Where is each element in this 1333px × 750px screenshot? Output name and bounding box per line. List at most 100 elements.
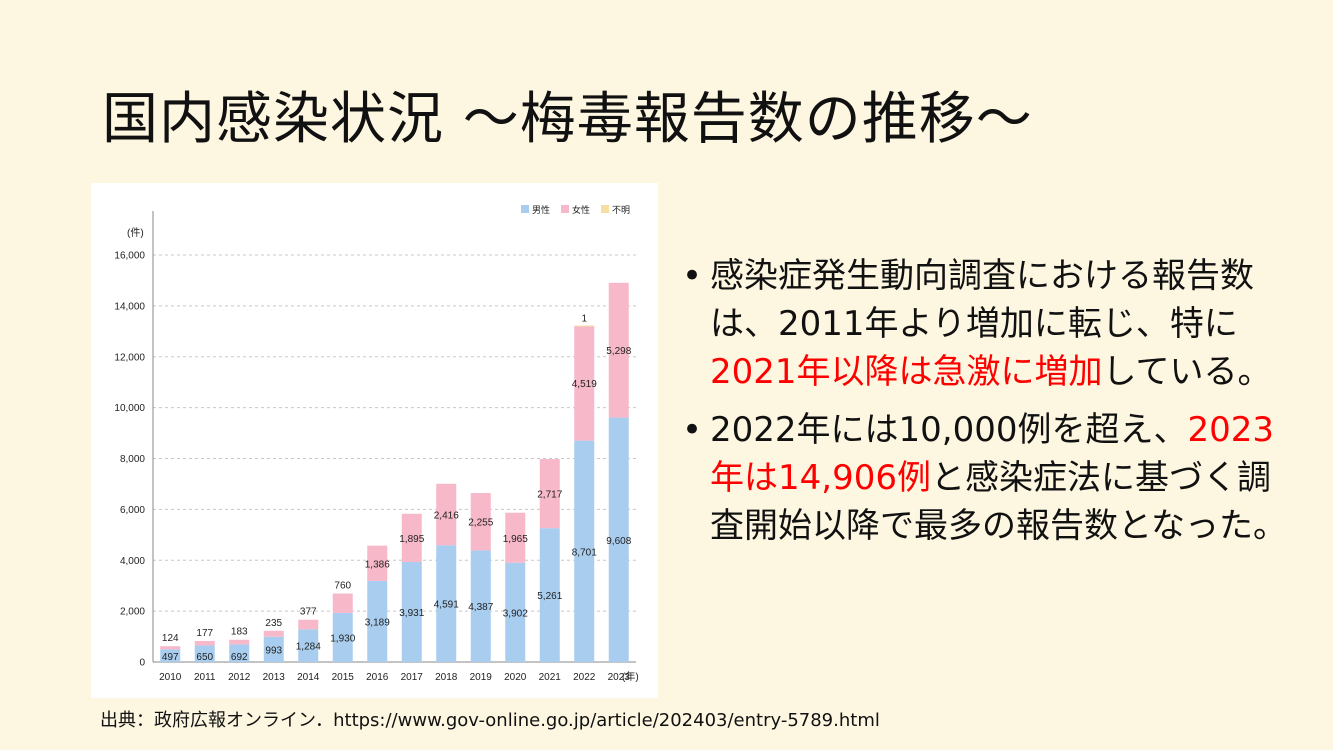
data-label-male: 8,701 <box>572 547 597 558</box>
bar-segment <box>470 550 491 662</box>
bar-segment <box>160 649 181 662</box>
bullet-segment: 2022年には10,000例を超え、 <box>710 410 1188 450</box>
bar-segment <box>608 282 629 418</box>
data-label-female: 1,386 <box>365 559 390 570</box>
data-label-male: 1,930 <box>330 633 355 644</box>
data-label-female: 183 <box>231 627 248 638</box>
bullet-segment: している。 <box>1102 352 1272 392</box>
data-label-male: 993 <box>265 645 282 656</box>
chart-svg: 0 2,000 4,000 6,000 8,000 10,000 12,000 14,000 1… <box>114 204 639 683</box>
bar-segment <box>505 562 526 662</box>
x-unit-label: (年) <box>622 670 639 683</box>
data-label-female: 377 <box>300 607 317 618</box>
bar-segment <box>539 528 560 662</box>
bar-segment <box>367 580 388 662</box>
page-title: 国内感染状況 ～梅毒報告数の推移～ <box>102 87 1033 152</box>
x-tick-label: 2018 <box>435 672 458 683</box>
data-label-female: 2,416 <box>434 510 459 521</box>
x-tick-label: 2020 <box>504 672 527 683</box>
x-tick-label: 2022 <box>573 672 596 683</box>
legend-swatch <box>521 205 529 213</box>
data-label-male: 4,387 <box>468 602 493 613</box>
bar-segment <box>539 459 560 529</box>
bullet-text: 2022年には10,000例を超え、2023年は14,906例と感染症法に基づく… <box>710 406 1302 550</box>
data-label-female: 2,717 <box>537 490 562 501</box>
data-label-female: 1,965 <box>503 534 528 545</box>
x-tick-label: 2015 <box>332 672 355 683</box>
bar-segment <box>332 612 353 662</box>
data-label-male: 9,608 <box>606 536 631 547</box>
data-label-male: 692 <box>231 652 248 663</box>
legend-label: 女性 <box>572 204 590 215</box>
y-tick-label: 4,000 <box>120 556 145 567</box>
bar-segment <box>470 493 491 551</box>
bar-segment <box>401 562 422 662</box>
y-tick-label: 8,000 <box>120 454 145 465</box>
legend-label: 不明 <box>612 205 630 215</box>
source-citation: 出典：政府広報オンライン．https://www.gov-online.go.j… <box>100 710 880 731</box>
data-label-male: 3,931 <box>399 608 424 619</box>
bar-segment <box>436 483 457 546</box>
y-tick-label: 14,000 <box>114 301 145 312</box>
data-label-female: 235 <box>265 618 282 629</box>
data-label-female: 2,255 <box>468 518 493 529</box>
bar-segment <box>160 646 181 650</box>
x-tick-label: 2014 <box>297 672 320 683</box>
bullet-symbol: • <box>682 410 703 450</box>
legend-swatch <box>601 205 609 213</box>
y-tick-label: 16,000 <box>114 251 145 262</box>
bullet-text: 感染症発生動向調査における報告数は、2011年より増加に転じ、特に 2021年以降… <box>710 252 1302 396</box>
data-label-male: 3,189 <box>365 617 390 628</box>
syphilis-report-chart: 0 2,000 4,000 6,000 8,000 10,000 12,000 14,000 1… <box>91 183 658 698</box>
data-label-female: 5,298 <box>606 346 631 357</box>
x-tick-label: 2010 <box>159 672 182 683</box>
bar-segment <box>263 630 284 637</box>
y-unit-label: (件) <box>127 227 144 239</box>
x-tick-label: 2016 <box>366 672 389 683</box>
x-tick-label: 2017 <box>401 672 424 683</box>
bar-segment <box>298 629 319 662</box>
y-tick-label: 2,000 <box>120 607 145 618</box>
x-tick-label: 2012 <box>228 672 251 683</box>
data-label-female: 4,519 <box>572 379 597 390</box>
bar-segment <box>436 545 457 662</box>
bar-segment <box>194 640 215 646</box>
bar-segment <box>194 645 215 662</box>
bar-segment <box>263 636 284 662</box>
bar-segment <box>367 545 388 581</box>
data-label-female: 177 <box>196 628 213 639</box>
bullet-highlight: 2021年以降は急激に増加 <box>710 352 1103 392</box>
bar-segment <box>229 644 250 662</box>
bar-segment <box>574 325 595 441</box>
y-tick-label: 12,000 <box>114 352 145 363</box>
bullet-segment: 感染症発生動向調査における報告数は、2011年より増加に転じ、特に <box>710 256 1254 344</box>
data-label-female: 760 <box>334 581 351 592</box>
bullet-list: • 感染症発生動向調査における報告数は、2011年より増加に転じ、特に 2021年… <box>682 252 1302 560</box>
data-label-male: 3,902 <box>503 608 528 619</box>
bullet-highlight: 2023年は14,906例 <box>710 410 1275 498</box>
bullet-item: • 感染症発生動向調査における報告数は、2011年より増加に転じ、特に 2021年… <box>682 252 1302 396</box>
bar-segment <box>401 513 422 563</box>
bar-segment <box>574 440 595 662</box>
bullet-symbol: • <box>682 256 703 296</box>
bar-segment <box>574 325 595 327</box>
bullet-item: • 2022年には10,000例を超え、2023年は14,906例と感染症法に基… <box>682 406 1302 550</box>
x-tick-label: 2023 <box>608 672 631 683</box>
data-label-male: 5,261 <box>537 591 562 602</box>
x-tick-label: 2011 <box>194 672 216 683</box>
y-tick-label: 6,000 <box>120 505 145 516</box>
bar-segment <box>608 417 629 662</box>
bullet-segment: と感染症法に基づく調査開始以降で最多の報告数となった。 <box>710 458 1287 546</box>
bar-segment <box>332 593 353 613</box>
y-tick-label: 0 <box>139 658 145 669</box>
y-tick-label: 10,000 <box>114 403 145 414</box>
data-label-unknown: 1 <box>581 314 587 325</box>
data-label-male: 650 <box>196 652 213 663</box>
data-label-female: 1,895 <box>399 534 424 545</box>
bar-segment <box>229 639 250 645</box>
data-label-male: 4,591 <box>434 600 459 611</box>
bar-segment <box>298 619 319 630</box>
legend-label: 男性 <box>532 204 550 215</box>
data-label-male: 497 <box>162 652 179 663</box>
data-label-male: 1,284 <box>296 642 321 653</box>
